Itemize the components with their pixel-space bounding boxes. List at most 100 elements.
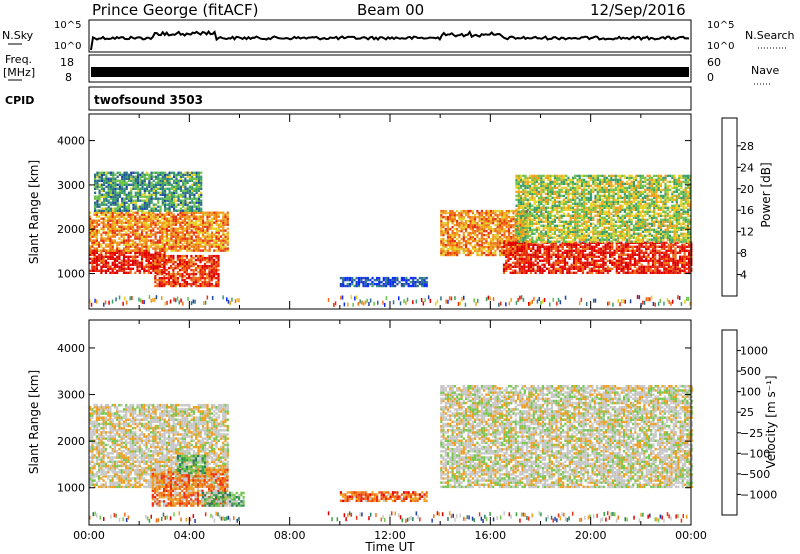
echo-cell (206, 249, 209, 252)
echo-cell (663, 269, 666, 272)
echo-cell (208, 270, 211, 274)
echo-cell (647, 267, 650, 270)
echo-cell (442, 253, 445, 257)
echo-cell (533, 218, 536, 221)
echo-cell (620, 269, 623, 272)
echo-cell (163, 227, 166, 230)
echo-cell (526, 176, 529, 180)
echo-cell (581, 253, 585, 256)
echo-cell (501, 249, 504, 253)
echo-cell (150, 173, 153, 176)
echo-cell (676, 245, 679, 248)
echo-cell (154, 215, 157, 218)
echo-cell (177, 209, 180, 212)
echo-cell (557, 267, 560, 270)
echo-cell (533, 198, 536, 201)
echo-cell (515, 228, 518, 231)
echo-cell (530, 243, 533, 246)
echo-cell (183, 247, 186, 250)
echo-cell (519, 200, 523, 203)
echo-cell (95, 267, 98, 270)
echo-cell (100, 255, 103, 258)
echo-cell (161, 254, 164, 258)
echo-cell (132, 201, 135, 204)
echo-cell (669, 265, 673, 268)
echo-cell (524, 238, 527, 241)
echo-cell (224, 235, 227, 238)
echo-cell (685, 257, 688, 260)
echo-cell (150, 199, 153, 202)
echo-cell (627, 249, 630, 252)
echo-cell (140, 231, 144, 234)
echo-cell (663, 243, 666, 246)
echo-cell (476, 229, 479, 233)
echo-cell (683, 253, 686, 256)
echo-cell (170, 211, 173, 214)
echo-cell (199, 254, 202, 258)
echo-cell (532, 243, 535, 246)
echo-cell (120, 223, 123, 226)
echo-cell (649, 271, 652, 274)
echo-cell (440, 233, 443, 237)
echo-cell (156, 282, 159, 286)
echo-cell (168, 187, 171, 190)
echo-cell (560, 188, 563, 192)
echo-cell (114, 199, 117, 202)
echo-cell (161, 272, 164, 276)
echo-cell (560, 210, 563, 213)
echo-cell (514, 239, 517, 243)
echo-cell (156, 231, 159, 234)
echo-cell (519, 218, 523, 221)
echo-cell (147, 265, 150, 268)
echo-cell (140, 243, 144, 246)
echo-cell (505, 223, 508, 227)
echo-cell (194, 268, 198, 272)
echo-cell (563, 265, 566, 268)
echo-cell (161, 237, 164, 240)
echo-cell (136, 171, 140, 174)
echo-cell (129, 219, 132, 222)
echo-cell (134, 251, 137, 254)
echo-cell (143, 227, 146, 230)
echo-cell (540, 180, 543, 184)
echo-cell (191, 189, 194, 192)
echo-cell (114, 187, 117, 190)
echo-cell (458, 213, 461, 217)
echo-cell (489, 217, 492, 221)
echo-cell (440, 249, 443, 253)
echo-cell (130, 175, 133, 178)
echo-cell (465, 221, 468, 225)
echo-cell (563, 255, 566, 258)
echo-cell (590, 257, 594, 260)
echo-cell (542, 224, 545, 227)
echo-cell (606, 269, 609, 272)
echo-cell (518, 255, 521, 258)
echo-cell (143, 243, 146, 246)
echo-cell (572, 267, 576, 270)
echo-cell (93, 225, 96, 228)
echo-cell (505, 225, 508, 229)
echo-cell (183, 233, 186, 236)
echo-cell (166, 177, 169, 180)
echo-cell (132, 187, 135, 190)
echo-cell (421, 278, 424, 282)
echo-cell (199, 211, 202, 214)
echo-cell (118, 213, 121, 216)
echo-cell (525, 259, 528, 262)
echo-cell (529, 208, 532, 211)
echo-cell (553, 230, 556, 233)
echo-cell (665, 269, 668, 272)
echo-cell (505, 219, 508, 223)
echo-cell (215, 223, 218, 226)
echo-cell (636, 249, 639, 252)
echo-cell (136, 219, 139, 222)
echo-cell (217, 264, 220, 268)
echo-cell (197, 241, 200, 244)
echo-cell (536, 247, 539, 250)
echo-cell (442, 233, 445, 237)
echo-cell (107, 267, 110, 270)
echo-cell (91, 231, 94, 234)
echo-cell (156, 221, 159, 224)
echo-cell (575, 247, 578, 250)
echo-cell (469, 227, 472, 231)
